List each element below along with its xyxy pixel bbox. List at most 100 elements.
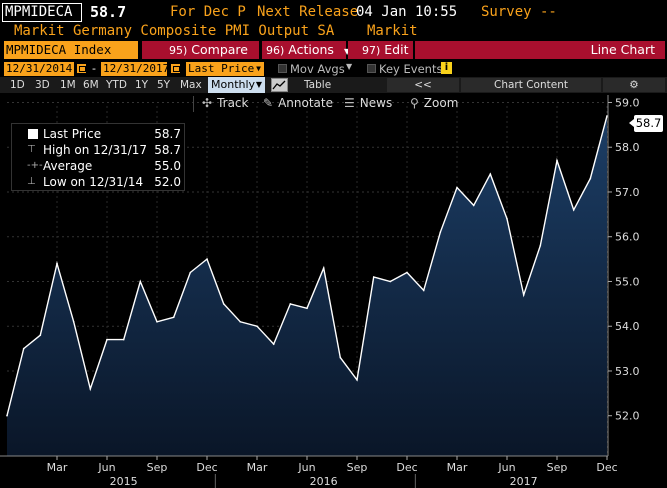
x-tick-label: Sep (147, 461, 168, 474)
legend-value: 58.7 (154, 143, 181, 157)
pencil-icon: ✎ (263, 96, 274, 110)
calendar-icon[interactable] (76, 63, 87, 74)
y-tick-label: 57.0 (615, 186, 640, 199)
period-toolbar: 1D 3D 1M 6M YTD 1Y 5Y Max Monthly ▼ Tabl… (0, 77, 667, 93)
legend-label: Low on 12/31/14 (43, 175, 144, 189)
legend-label: Average (43, 159, 93, 173)
period-tab-3d[interactable]: 3D (35, 79, 50, 91)
data-point (356, 379, 358, 381)
annotate-label: Annotate (278, 96, 333, 110)
tool-separator (193, 96, 194, 112)
news-label: News (359, 96, 393, 110)
data-point (39, 334, 42, 336)
compare-label: Compare (191, 42, 248, 57)
data-point (539, 244, 542, 247)
data-point (272, 343, 275, 345)
annotate-tool[interactable]: ✎ Annotate (263, 96, 333, 111)
last-value-tag: 58.7 (629, 115, 663, 132)
track-tool[interactable]: ✣ Track (202, 96, 248, 111)
period-tab-1d[interactable]: 1D (10, 79, 25, 91)
chevron-down-icon: ▼ (344, 47, 350, 56)
x-tick-label: Jun (297, 461, 315, 474)
security-field[interactable]: MPMIDECA Index (4, 41, 138, 59)
double-chevron-left-icon: << (414, 79, 432, 91)
data-point (106, 338, 108, 341)
chart-canvas[interactable]: 52.0 53.0 54.0 55.0 56.0 57.0 58.0 59.0 Mar Jun Se… (0, 95, 667, 488)
average-marker-icon: -+- (27, 160, 43, 171)
data-point (472, 204, 475, 207)
field-select-value: Last Price (188, 62, 255, 75)
x-tick-label: Dec (596, 461, 617, 474)
y-tick-label: 54.0 (615, 320, 640, 333)
data-point (372, 276, 375, 278)
calendar-icon[interactable] (170, 63, 181, 74)
legend-row-low: ⊥ Low on 12/31/14 52.0 (12, 174, 186, 190)
zoom-icon: ⚲ (410, 96, 419, 110)
compare-menu[interactable]: 95) Compare (142, 41, 259, 59)
chart-type-label[interactable]: Line Chart (415, 41, 665, 59)
end-date-input[interactable]: 12/31/2017 (101, 62, 170, 76)
period-tab-5y[interactable]: 5Y (157, 79, 171, 91)
data-point (439, 231, 442, 234)
data-point (6, 414, 8, 417)
chart-content-label: Chart Content (494, 79, 568, 91)
data-point (139, 280, 142, 283)
key-events-checkbox[interactable] (367, 64, 376, 73)
frequency-select[interactable]: Monthly ▼ (208, 77, 265, 93)
settings-button[interactable]: ⚙ (603, 78, 665, 92)
next-release-value: 04 Jan 10:55 (356, 4, 458, 20)
chart-tools: ✣ Track ✎ Annotate ☰ News ⚲ Zoom (193, 94, 465, 112)
x-year-label: 2017 (510, 475, 538, 488)
data-point (206, 258, 208, 260)
legend-row-last-price: Last Price 58.7 (12, 126, 186, 142)
x-year-label: 2016 (310, 475, 338, 488)
collapse-button[interactable]: << (387, 78, 459, 92)
edit-label: Edit (384, 42, 409, 57)
y-tick-label: 53.0 (615, 365, 640, 378)
period-tab-1m[interactable]: 1M (60, 79, 76, 91)
start-date-input[interactable]: 12/31/2014 (4, 62, 74, 76)
period-tab-6m[interactable]: 6M (83, 79, 99, 91)
chevron-down-icon: ▼ (256, 64, 261, 73)
ticker-symbol: MPMIDECA (5, 4, 73, 20)
data-point (72, 321, 75, 323)
period-tab-ytd[interactable]: YTD (106, 79, 127, 91)
data-point (556, 159, 558, 162)
security-header: MPMIDECA 58.7 For Dec P Next Release 04 … (0, 0, 667, 25)
series-swatch-icon (28, 129, 38, 139)
actions-menu[interactable]: 96) Actions ▼ (262, 41, 350, 59)
crosshair-icon: ✣ (202, 96, 213, 110)
chart-legend[interactable]: Last Price 58.7 ⊤ High on 12/31/17 58.7 … (11, 123, 185, 191)
data-point (306, 307, 308, 310)
line-chart[interactable]: 52.0 53.0 54.0 55.0 56.0 57.0 58.0 59.0 Mar Jun Se… (0, 95, 667, 488)
menu-bar: MPMIDECA Index 95) Compare 96) Actions ▼… (0, 41, 667, 59)
edit-menu[interactable]: 97) Edit ▼ (348, 41, 425, 59)
chart-content-button[interactable]: Chart Content (461, 78, 601, 92)
area-fill (7, 115, 607, 457)
x-tick-label: Mar (447, 461, 468, 474)
survey-label: Survey -- (481, 4, 557, 20)
data-point (239, 321, 242, 323)
mov-avgs-checkbox[interactable] (278, 64, 287, 73)
data-point (172, 316, 175, 319)
zoom-label: Zoom (423, 96, 459, 110)
field-select[interactable]: Last Price ▼ (186, 62, 264, 76)
frequency-value: Monthly (211, 78, 256, 91)
y-tick-label: 52.0 (615, 410, 640, 423)
x-year-label: 2015 (110, 475, 138, 488)
data-point (506, 218, 508, 220)
line-chart-icon[interactable] (271, 78, 288, 92)
data-point (406, 271, 408, 274)
info-icon[interactable]: i (441, 62, 452, 74)
data-point (606, 115, 608, 117)
data-point (222, 303, 225, 305)
x-tick-label: Mar (247, 461, 268, 474)
period-tab-max[interactable]: Max (180, 79, 202, 91)
x-tick-label: Dec (396, 461, 417, 474)
zoom-tool[interactable]: ⚲ Zoom (410, 96, 458, 111)
period-tab-1y[interactable]: 1Y (135, 79, 149, 91)
news-tool[interactable]: ☰ News (344, 96, 392, 111)
chevron-down-icon[interactable]: ▼ (346, 62, 353, 71)
table-button[interactable]: Table (304, 79, 332, 91)
y-tick-label: 59.0 (615, 96, 640, 109)
